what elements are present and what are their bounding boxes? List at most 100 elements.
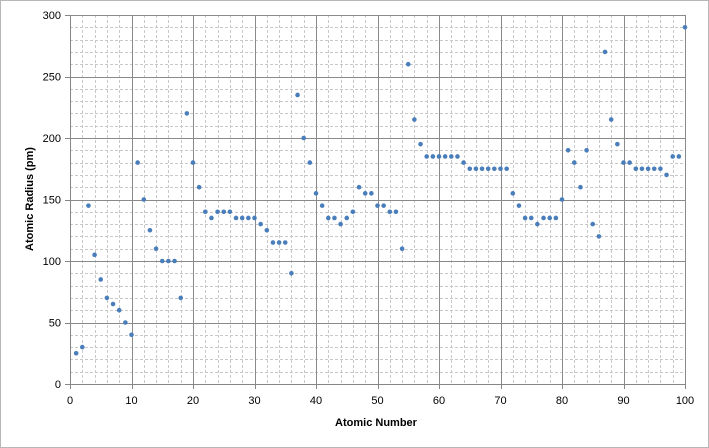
y-tick-label: 0 xyxy=(55,379,61,391)
data-point xyxy=(381,203,386,208)
data-point xyxy=(510,191,516,196)
data-point xyxy=(547,215,552,221)
data-point xyxy=(682,25,688,30)
data-point xyxy=(535,221,540,227)
x-tick-label: 100 xyxy=(676,395,694,407)
data-point xyxy=(246,215,251,221)
data-point xyxy=(116,307,122,313)
x-tick-label: 0 xyxy=(67,395,73,407)
data-point xyxy=(430,154,436,159)
data-point xyxy=(80,344,85,350)
data-point xyxy=(516,203,522,208)
data-point xyxy=(473,166,479,172)
data-point xyxy=(258,221,263,227)
data-point xyxy=(553,215,559,221)
data-point xyxy=(147,227,153,233)
data-point xyxy=(239,215,245,221)
data-point xyxy=(110,301,116,307)
data-point xyxy=(455,154,460,159)
data-point xyxy=(215,209,220,215)
data-point xyxy=(572,160,577,165)
data-point xyxy=(313,191,319,196)
tick-labels: 0 10 20 30 40 50 60 70 80 90 100 0 50 100 150 200 250 300 xyxy=(43,10,695,407)
data-point xyxy=(98,277,104,282)
data-point xyxy=(356,184,362,190)
x-tick-label: 30 xyxy=(248,395,260,407)
data-point xyxy=(442,154,448,159)
data-point xyxy=(190,160,196,165)
data-point xyxy=(196,184,202,190)
data-point xyxy=(639,166,645,172)
data-point xyxy=(252,215,257,221)
data-point xyxy=(129,332,134,338)
data-point xyxy=(676,154,682,159)
data-point xyxy=(369,191,374,196)
data-point xyxy=(627,160,632,165)
data-point xyxy=(565,148,571,153)
data-point xyxy=(178,295,183,301)
data-points xyxy=(73,25,688,356)
data-point xyxy=(578,184,583,190)
data-point xyxy=(541,215,546,221)
data-point xyxy=(338,221,343,227)
y-tick-label: 250 xyxy=(43,72,61,84)
data-point xyxy=(344,215,350,221)
y-tick-label: 200 xyxy=(43,133,61,145)
data-point xyxy=(633,166,639,172)
data-point xyxy=(307,160,313,165)
data-point xyxy=(221,209,227,215)
data-point xyxy=(621,160,626,165)
data-point xyxy=(608,117,614,122)
data-point xyxy=(301,135,307,141)
data-point xyxy=(645,166,651,172)
data-point xyxy=(282,240,288,245)
y-tick-label: 50 xyxy=(49,318,61,330)
data-point xyxy=(92,252,97,258)
data-point xyxy=(387,209,393,215)
data-point xyxy=(209,215,214,221)
data-point xyxy=(651,166,657,172)
data-point xyxy=(289,271,294,276)
data-point xyxy=(584,148,589,153)
data-point xyxy=(590,221,596,227)
data-point xyxy=(602,49,608,55)
data-point xyxy=(485,166,491,172)
data-point xyxy=(658,166,663,172)
data-point xyxy=(375,203,380,208)
data-point xyxy=(522,215,528,221)
data-point xyxy=(492,166,497,172)
data-point xyxy=(504,166,509,172)
data-point xyxy=(461,160,466,165)
data-point xyxy=(123,320,128,325)
x-tick-label: 80 xyxy=(556,395,568,407)
data-point xyxy=(559,197,565,202)
data-point xyxy=(153,246,159,251)
data-point xyxy=(405,61,411,67)
data-point xyxy=(412,117,417,122)
data-point xyxy=(264,227,270,233)
data-point xyxy=(295,92,300,98)
data-point xyxy=(319,203,325,208)
y-tick-label: 300 xyxy=(43,10,61,22)
data-point xyxy=(184,111,190,116)
data-point xyxy=(270,240,276,245)
axes xyxy=(65,15,686,389)
grid-lines xyxy=(70,15,686,384)
x-tick-label: 20 xyxy=(187,395,199,407)
data-point xyxy=(467,166,473,172)
data-point xyxy=(326,215,331,221)
data-point xyxy=(664,172,669,178)
data-point xyxy=(670,154,675,159)
data-point xyxy=(227,209,233,215)
data-point xyxy=(332,215,337,221)
data-point xyxy=(73,350,79,356)
data-point xyxy=(104,295,110,301)
data-point xyxy=(276,240,282,245)
data-point xyxy=(528,215,534,221)
data-point xyxy=(86,203,91,208)
x-tick-label: 10 xyxy=(125,395,137,407)
x-tick-label: 40 xyxy=(310,395,322,407)
data-point xyxy=(399,246,405,251)
y-tick-label: 100 xyxy=(43,256,61,268)
